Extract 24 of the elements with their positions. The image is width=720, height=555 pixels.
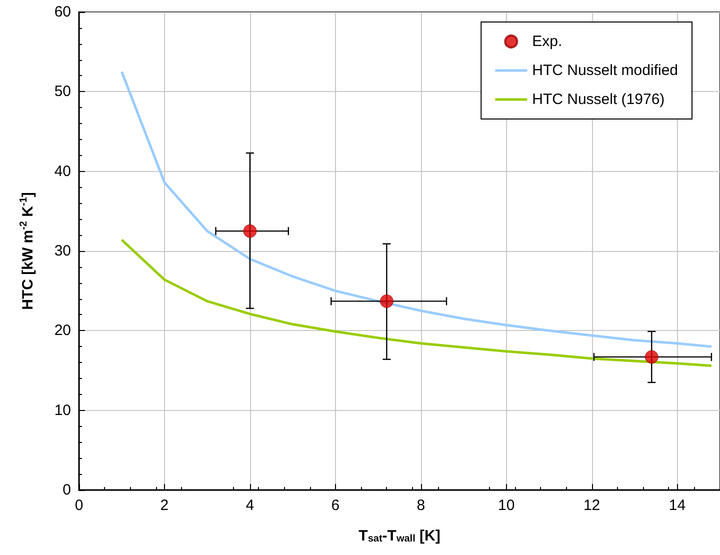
y-tick-label: 40 <box>54 162 71 180</box>
y-tick-label: 0 <box>62 482 71 498</box>
x-tick-label: 8 <box>416 497 426 514</box>
x-tick-label: 12 <box>583 497 600 514</box>
y-tick-label: 30 <box>54 242 71 260</box>
line-series <box>120 238 713 367</box>
y-tick-label: 20 <box>54 322 71 340</box>
y-tick-label: 60 <box>54 4 71 20</box>
y-tick-label: 50 <box>54 83 71 100</box>
x-axis-title: Tsat-Twall [K] <box>358 528 440 544</box>
y-tick-label: 10 <box>54 402 71 419</box>
x-tick-label: 2 <box>160 497 169 514</box>
point <box>243 224 257 238</box>
y-axis-title: HTC [kW m-2 K-1] <box>18 192 36 310</box>
legend-label: Exp. <box>532 33 562 50</box>
x-tick-label: 10 <box>498 497 515 514</box>
point <box>644 350 658 364</box>
x-tick-label: 0 <box>74 497 84 514</box>
legend-label: HTC Nusselt modified <box>532 62 678 79</box>
legend-label: HTC Nusselt (1976) <box>532 91 665 108</box>
x-tick-label: 14 <box>668 497 686 514</box>
x-tick-label: 4 <box>246 497 254 514</box>
point <box>380 294 394 308</box>
x-tick-label: 6 <box>331 497 340 514</box>
